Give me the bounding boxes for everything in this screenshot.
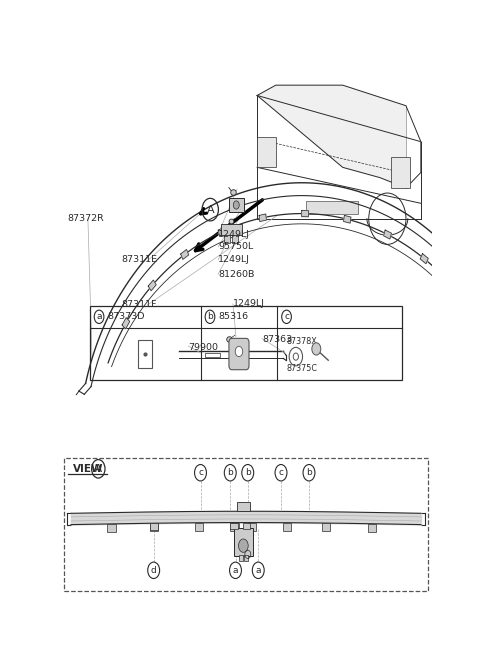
Text: a: a bbox=[255, 566, 261, 575]
Bar bbox=[305, 201, 358, 213]
Bar bbox=[150, 523, 158, 530]
Text: 79900: 79900 bbox=[188, 343, 218, 352]
Polygon shape bbox=[259, 214, 266, 221]
Bar bbox=[368, 524, 376, 532]
Text: A: A bbox=[206, 205, 214, 215]
Text: 87311F: 87311F bbox=[121, 301, 157, 309]
Polygon shape bbox=[180, 249, 189, 259]
Text: d: d bbox=[151, 566, 156, 575]
Text: 87378X: 87378X bbox=[287, 337, 317, 346]
Text: 95750L: 95750L bbox=[218, 243, 253, 251]
Text: 1249LJ: 1249LJ bbox=[233, 299, 265, 308]
Polygon shape bbox=[218, 227, 226, 236]
Circle shape bbox=[312, 343, 321, 355]
Bar bbox=[195, 523, 204, 531]
Bar bbox=[108, 524, 116, 532]
Bar bbox=[283, 523, 291, 531]
Bar bbox=[391, 157, 410, 188]
Text: c: c bbox=[284, 312, 289, 321]
Text: 87372R: 87372R bbox=[67, 214, 104, 223]
Bar bbox=[230, 522, 238, 529]
Bar bbox=[205, 354, 220, 358]
Circle shape bbox=[233, 201, 239, 209]
Circle shape bbox=[235, 346, 243, 357]
Polygon shape bbox=[122, 317, 130, 329]
Text: 85316: 85316 bbox=[218, 312, 249, 321]
Bar bbox=[224, 235, 230, 243]
Text: A: A bbox=[95, 464, 102, 474]
Bar bbox=[248, 522, 256, 531]
Polygon shape bbox=[257, 85, 343, 167]
Circle shape bbox=[239, 539, 248, 552]
Bar bbox=[229, 198, 244, 212]
Bar bbox=[244, 555, 248, 561]
Text: 1249LJ: 1249LJ bbox=[218, 255, 250, 264]
Text: a: a bbox=[233, 566, 238, 575]
Bar bbox=[234, 528, 252, 556]
FancyBboxPatch shape bbox=[229, 338, 249, 370]
Text: b: b bbox=[306, 468, 312, 477]
Text: a: a bbox=[96, 312, 102, 321]
Bar bbox=[257, 137, 276, 167]
Polygon shape bbox=[384, 230, 392, 239]
Bar bbox=[150, 523, 158, 532]
Polygon shape bbox=[420, 253, 428, 263]
Polygon shape bbox=[302, 211, 309, 217]
Text: c: c bbox=[198, 468, 203, 477]
Bar bbox=[239, 555, 242, 561]
Text: b: b bbox=[228, 468, 233, 477]
Polygon shape bbox=[343, 85, 406, 188]
Bar bbox=[232, 235, 238, 243]
Text: 1249LJ: 1249LJ bbox=[218, 229, 250, 239]
Text: c: c bbox=[278, 468, 284, 477]
Text: 87373D: 87373D bbox=[108, 312, 145, 321]
Bar bbox=[237, 502, 250, 511]
Text: VIEW: VIEW bbox=[73, 464, 104, 474]
Text: 87363: 87363 bbox=[263, 335, 293, 344]
Text: 87375C: 87375C bbox=[287, 364, 318, 373]
Bar bbox=[322, 523, 330, 532]
Bar bbox=[90, 306, 402, 380]
Bar bbox=[221, 224, 242, 235]
Text: b: b bbox=[245, 468, 251, 477]
Text: b: b bbox=[207, 312, 213, 321]
Text: 81260B: 81260B bbox=[218, 269, 254, 279]
Polygon shape bbox=[344, 215, 351, 223]
Bar bbox=[230, 522, 239, 531]
Bar bbox=[138, 340, 152, 368]
Bar bbox=[242, 522, 250, 529]
Polygon shape bbox=[148, 280, 156, 291]
Text: 87311E: 87311E bbox=[121, 255, 157, 264]
